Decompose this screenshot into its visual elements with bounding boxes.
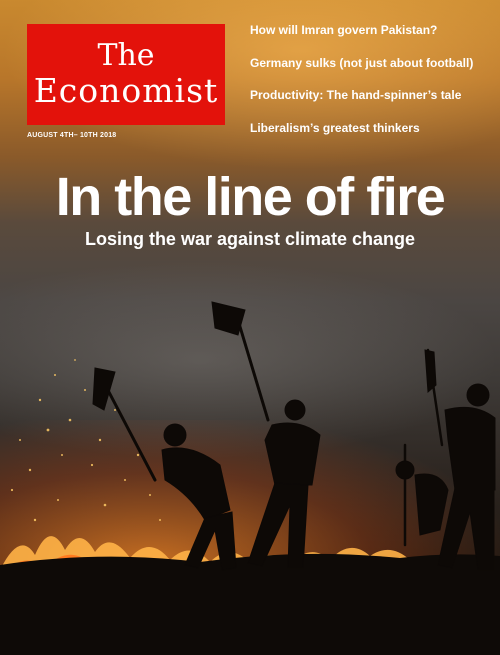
teaser-pakistan: How will Imran govern Pakistan? — [250, 23, 438, 37]
worker-silhouettes — [92, 301, 496, 571]
teaser-germany: Germany sulks (not just about football) — [250, 55, 474, 70]
teaser-productivity: Productivity: The hand-spinner’s tale — [250, 88, 462, 102]
cover-teasers: How will Imran govern Pakistan? Germany … — [250, 20, 495, 150]
worker-1 — [92, 367, 237, 571]
issue-date: AUGUST 4TH– 10TH 2018 — [27, 132, 117, 139]
cover-headline: In the line of fire — [55, 167, 446, 227]
logo-line-the: The — [97, 38, 155, 73]
firefighters-illustration — [0, 301, 500, 655]
worker-3 — [395, 348, 496, 571]
logo-line-economist: Economist — [33, 71, 219, 110]
worker-2 — [211, 301, 321, 569]
dark-hillside — [0, 553, 500, 655]
economist-logo: The Economist — [27, 24, 225, 125]
sparks — [10, 359, 161, 522]
cover-subhead: Losing the war against climate change — [84, 229, 416, 249]
teaser-liberalism: Liberalism’s greatest thinkers — [250, 120, 420, 135]
